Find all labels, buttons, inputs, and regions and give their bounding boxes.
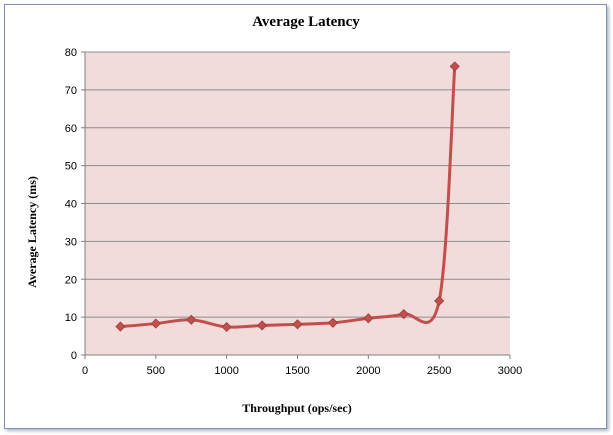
data-point-2000 — [363, 313, 374, 324]
x-tick-label-2000: 2000 — [356, 365, 380, 377]
y-tick-label-10: 10 — [65, 312, 77, 324]
y-tick-label-70: 70 — [65, 85, 77, 97]
x-tick-label-1000: 1000 — [214, 365, 238, 377]
x-tick-label-3000: 3000 — [498, 365, 522, 377]
data-point-2610 — [449, 61, 460, 72]
chart-title: Average Latency — [252, 14, 360, 30]
x-tick-label-1500: 1500 — [285, 365, 309, 377]
data-point-1250 — [257, 320, 268, 331]
data-point-2250 — [398, 309, 409, 320]
gridlines — [81, 51, 511, 359]
x-tick-label-0: 0 — [82, 365, 88, 377]
data-point-1750 — [327, 317, 338, 328]
data-point-500 — [150, 318, 161, 329]
x-axis-label: Throughput (ops/sec) — [242, 401, 351, 415]
data-point-2500 — [434, 295, 445, 306]
x-tick-label-500: 500 — [147, 365, 165, 377]
y-tick-label-50: 50 — [65, 161, 77, 173]
y-tick-label-80: 80 — [65, 47, 77, 59]
data-point-750 — [186, 314, 197, 325]
y-tick-labels: 0 10 20 30 40 50 60 70 80 — [65, 47, 77, 362]
data-point-1500 — [292, 319, 303, 330]
y-tick-label-20: 20 — [65, 274, 77, 286]
series-layer — [115, 61, 460, 333]
x-tick-labels: 0 500 1000 1500 2000 2500 3000 — [82, 365, 522, 377]
x-tick-label-2500: 2500 — [427, 365, 451, 377]
y-axis-label: Average Latency (ms) — [25, 176, 39, 288]
y-tick-label-60: 60 — [65, 123, 77, 135]
data-point-250 — [115, 321, 126, 332]
y-tick-label-30: 30 — [65, 236, 77, 248]
y-tick-label-0: 0 — [71, 350, 77, 362]
y-tick-label-40: 40 — [65, 199, 77, 211]
axes — [84, 52, 510, 356]
data-point-1000 — [221, 321, 232, 333]
